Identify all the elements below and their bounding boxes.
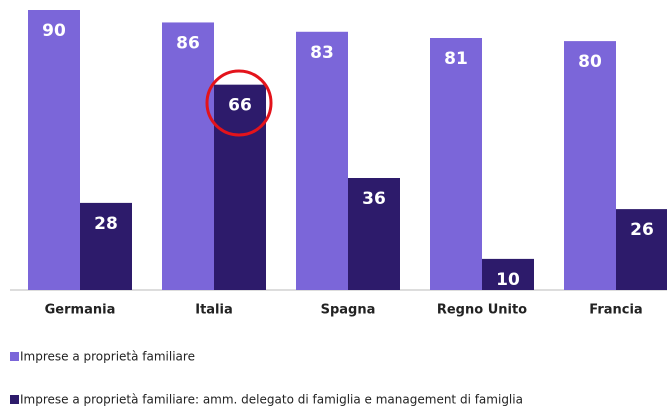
x-tick-label: Spagna bbox=[321, 303, 376, 318]
bar bbox=[296, 31, 348, 291]
x-tick-label: Germania bbox=[45, 303, 116, 318]
highlight-circle bbox=[205, 69, 273, 137]
legend-swatch bbox=[10, 352, 19, 361]
bar bbox=[214, 84, 266, 291]
bar bbox=[616, 209, 667, 290]
legend-swatch bbox=[10, 395, 19, 404]
legend-label: Imprese a proprietà familiare: amm. dele… bbox=[20, 393, 523, 407]
data-label: 80 bbox=[578, 52, 602, 72]
data-label: 10 bbox=[496, 270, 520, 290]
x-tick-label: Italia bbox=[195, 303, 233, 318]
legend-label: Imprese a proprietà familiare bbox=[20, 350, 195, 364]
bar bbox=[348, 178, 400, 290]
x-tick-label: Regno Unito bbox=[437, 303, 527, 318]
data-label: 36 bbox=[362, 189, 386, 209]
x-tick-label: Francia bbox=[589, 303, 642, 318]
bar bbox=[28, 10, 80, 290]
data-label: 28 bbox=[94, 214, 118, 234]
data-label: 81 bbox=[444, 49, 468, 69]
bar bbox=[430, 38, 482, 290]
bar bbox=[564, 41, 616, 290]
bar bbox=[162, 22, 214, 290]
data-label: 90 bbox=[42, 21, 66, 41]
data-label: 86 bbox=[176, 33, 200, 53]
bar bbox=[80, 202, 132, 290]
data-label: 83 bbox=[310, 43, 334, 63]
data-label: 26 bbox=[630, 220, 654, 240]
data-label: 66 bbox=[228, 96, 252, 116]
bar bbox=[482, 258, 534, 290]
